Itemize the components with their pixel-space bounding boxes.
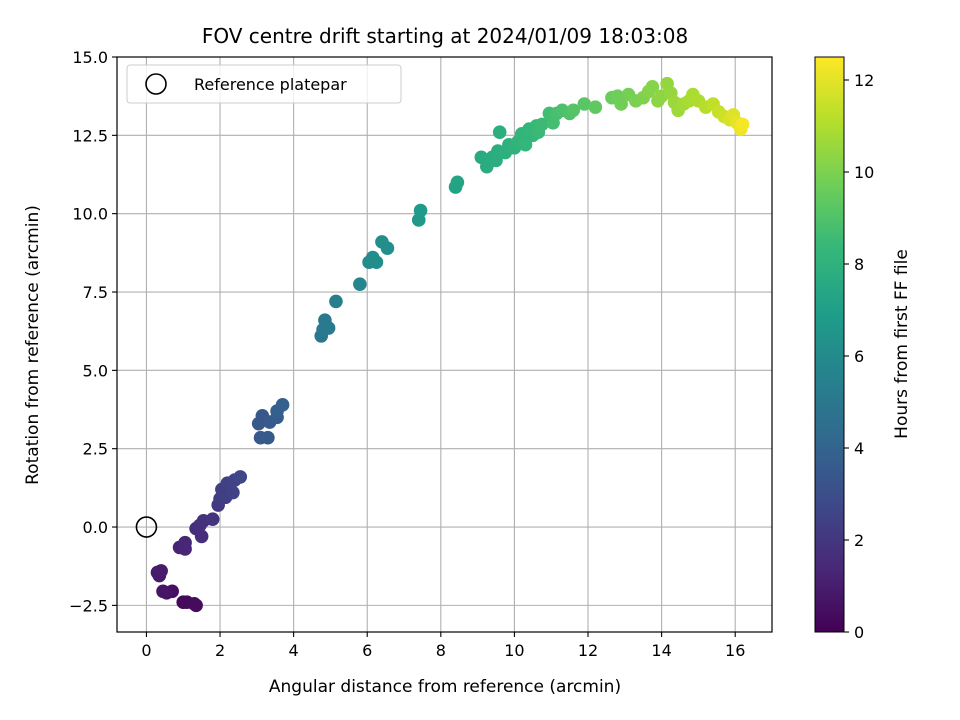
x-tick-label: 2: [215, 641, 225, 660]
grid: [117, 56, 772, 632]
colorbar-tick-label: 6: [854, 347, 864, 366]
legend: Reference platepar: [126, 64, 402, 104]
colorbar: 0 2 4 6 8 10 12 Hours from first FF file: [814, 56, 912, 642]
data-point: [233, 470, 248, 484]
colorbar-tick-label: 4: [854, 439, 864, 458]
y-tick-label: −2.5: [69, 596, 108, 615]
x-tick-label: 14: [651, 641, 671, 660]
data-point: [413, 203, 428, 218]
data-point: [205, 512, 220, 526]
x-tick-label: 0: [141, 641, 151, 660]
y-tick-label: 5.0: [83, 361, 108, 380]
y-axis: −2.5 0.0 2.5 5.0 7.5 10.0 12.5 15.0: [69, 48, 117, 615]
data-point: [261, 430, 275, 445]
legend-marker-open-circle: [145, 73, 167, 95]
reference-point-marker: [135, 516, 158, 538]
x-tick-label: 10: [504, 641, 524, 660]
data-point: [450, 175, 465, 190]
colorbar-tick-label: 10: [854, 163, 874, 182]
y-tick-label: 7.5: [83, 283, 108, 302]
colorbar-tick-label: 12: [854, 71, 874, 90]
y-tick-label: 15.0: [72, 48, 108, 67]
data-point: [735, 117, 750, 132]
data-point: [645, 79, 660, 94]
chart-title: FOV centre drift starting at 2024/01/09 …: [202, 24, 688, 48]
y-tick-label: 0.0: [83, 518, 108, 537]
colorbar-tick-label: 0: [854, 623, 864, 642]
data-point: [588, 100, 603, 114]
x-tick-label: 8: [436, 641, 446, 660]
y-axis-title: Rotation from reference (arcmin): [23, 205, 43, 485]
data-point: [380, 241, 395, 255]
legend-label: Reference platepar: [194, 75, 347, 94]
data-point: [492, 125, 507, 140]
data-point: [189, 598, 203, 613]
data-point: [321, 321, 336, 335]
data-point: [226, 485, 240, 500]
colorbar-ticks: 0 2 4 6 8 10 12: [844, 71, 874, 642]
data-point: [275, 398, 290, 412]
data-point: [577, 97, 592, 111]
legend-box: [126, 64, 402, 104]
colorbar-tick-label: 8: [854, 255, 864, 274]
data-point: [535, 117, 549, 132]
colorbar-gradient: [814, 56, 845, 633]
x-tick-label: 12: [578, 641, 598, 660]
data-point: [329, 294, 343, 309]
y-tick-label: 2.5: [83, 440, 108, 459]
y-tick-label: 12.5: [72, 126, 108, 145]
data-point: [353, 277, 367, 291]
colorbar-title: Hours from first FF file: [892, 249, 912, 439]
data-point: [566, 103, 581, 118]
x-axis: 0 2 4 6 8 10 12 14 16: [141, 632, 745, 660]
data-point: [154, 564, 168, 578]
y-tick-label: 10.0: [72, 205, 108, 224]
data-point: [156, 584, 170, 599]
x-tick-label: 6: [362, 641, 372, 660]
plot-frame: [116, 56, 773, 633]
data-point: [518, 137, 533, 152]
x-axis-title: Angular distance from reference (arcmin): [269, 677, 621, 697]
data-point: [369, 255, 384, 270]
x-tick-label: 4: [289, 641, 299, 660]
data-point: [194, 529, 209, 544]
data-point: [178, 535, 192, 550]
scatter-points: [150, 76, 750, 613]
colorbar-tick-label: 2: [854, 531, 864, 550]
x-tick-label: 16: [725, 641, 745, 660]
data-point: [614, 97, 628, 111]
